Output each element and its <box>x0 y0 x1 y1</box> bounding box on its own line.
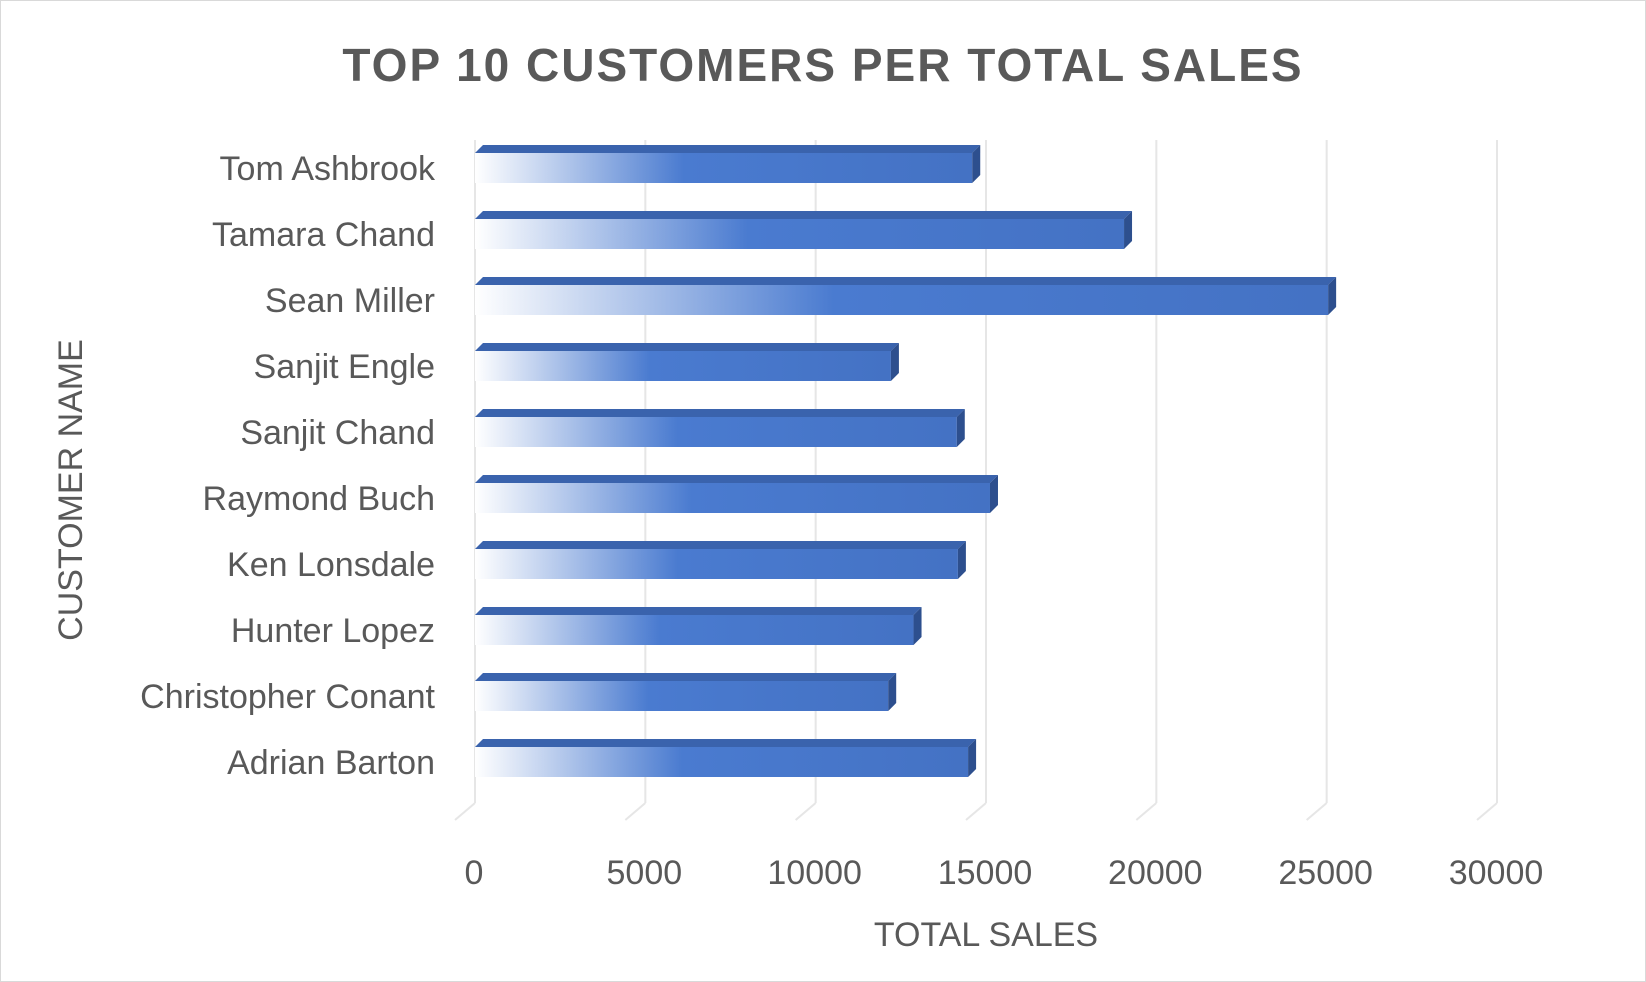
x-tick-label: 30000 <box>1449 854 1544 892</box>
y-category-label: Sean Miller <box>265 282 435 320</box>
bar-top-face <box>475 145 981 153</box>
bar-top-face <box>475 409 965 417</box>
bar <box>475 541 966 579</box>
bar-front-face <box>475 219 1125 249</box>
bar-front-face <box>475 681 889 711</box>
bar <box>475 475 998 513</box>
bar <box>475 673 897 711</box>
x-tick-label: 0 <box>465 854 484 892</box>
bar-front-face <box>475 417 957 447</box>
bar-front-face <box>475 285 1329 315</box>
gridline-floor <box>965 802 987 821</box>
bar-side-face <box>1124 211 1133 249</box>
bar-front-face <box>475 351 891 381</box>
bar-front-face <box>475 747 969 777</box>
bar-top-face <box>475 739 977 747</box>
gridline-floor <box>795 802 817 821</box>
x-tick-label: 10000 <box>767 854 862 892</box>
gridline-floor <box>624 802 646 821</box>
x-tick-label: 15000 <box>938 854 1033 892</box>
bar-side-face <box>1328 277 1337 315</box>
bar-side-face <box>888 673 897 711</box>
y-category-label: Christopher Conant <box>140 678 435 716</box>
bar-front-face <box>475 153 973 183</box>
chart-title: TOP 10 CUSTOMERS PER TOTAL SALES <box>342 39 1304 91</box>
y-axis-title: CUSTOMER NAME <box>52 339 90 641</box>
gridline-floor <box>1306 802 1328 821</box>
bar-top-face <box>475 343 899 351</box>
bar <box>475 409 965 447</box>
bar-side-face <box>968 739 977 777</box>
bar <box>475 739 977 777</box>
x-tick-label: 25000 <box>1278 854 1373 892</box>
bar-side-face <box>957 541 966 579</box>
bar-top-face <box>475 607 922 615</box>
y-category-label: Sanjit Chand <box>240 414 435 452</box>
bar-top-face <box>475 211 1133 219</box>
y-category-label: Hunter Lopez <box>231 612 435 650</box>
gridline-floor <box>1135 802 1157 821</box>
bar-top-face <box>475 541 966 549</box>
y-category-label: Tamara Chand <box>212 216 435 254</box>
bar-side-face <box>972 145 981 183</box>
bar <box>475 277 1337 315</box>
bar-front-face <box>475 549 958 579</box>
y-category-label: Adrian Barton <box>227 744 435 782</box>
bar-top-face <box>475 673 897 681</box>
x-axis-title: TOTAL SALES <box>874 916 1098 954</box>
bar <box>475 343 899 381</box>
bar <box>475 607 922 645</box>
y-category-label: Sanjit Engle <box>254 348 435 386</box>
bar <box>475 211 1133 249</box>
bar-top-face <box>475 277 1337 285</box>
bar-side-face <box>890 343 899 381</box>
bar-top-face <box>475 475 998 483</box>
gridline-floor <box>1476 802 1498 821</box>
bar <box>475 145 981 183</box>
bar-front-face <box>475 483 990 513</box>
bar-side-face <box>913 607 922 645</box>
x-tick-label: 5000 <box>607 854 683 892</box>
y-category-label: Tom Ashbrook <box>220 150 436 188</box>
x-tick-label: 20000 <box>1108 854 1203 892</box>
bar-side-face <box>989 475 998 513</box>
bar-side-face <box>956 409 965 447</box>
bar-front-face <box>475 615 914 645</box>
y-category-label: Raymond Buch <box>203 480 435 518</box>
gridline-floor <box>454 802 476 821</box>
y-category-label: Ken Lonsdale <box>227 546 435 584</box>
